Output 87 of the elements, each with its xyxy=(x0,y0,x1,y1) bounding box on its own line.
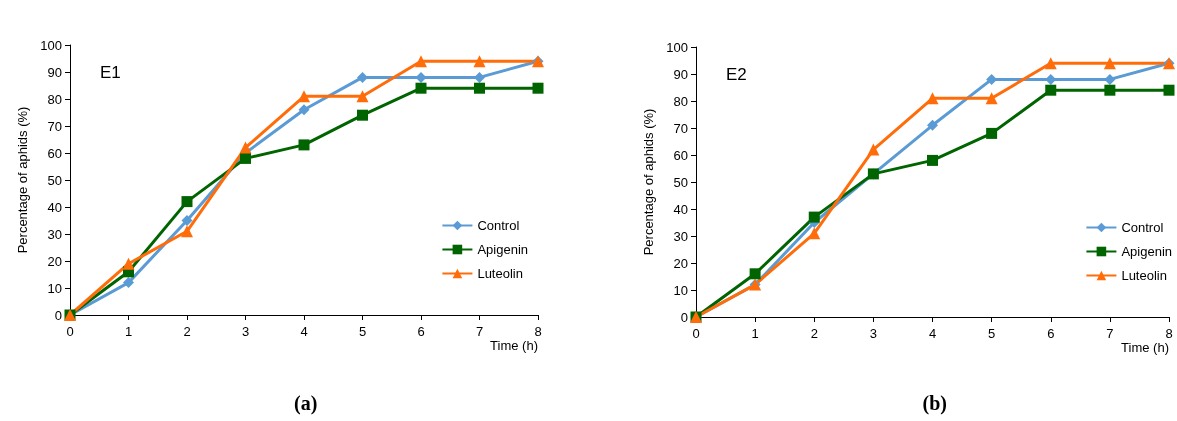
point xyxy=(474,82,485,94)
point xyxy=(122,257,135,270)
point xyxy=(298,104,310,116)
y-tick-label: 30 xyxy=(47,226,62,242)
x-tick-label: 5 xyxy=(988,326,996,341)
y-tick-label: 30 xyxy=(673,228,688,244)
x-axis-title: Time (h) xyxy=(490,338,538,353)
point xyxy=(985,92,998,105)
x-tick-label: 0 xyxy=(66,324,74,339)
y-tick-label: 80 xyxy=(47,91,62,107)
y-tick-label: 100 xyxy=(40,37,62,53)
y-tick-label: 20 xyxy=(673,255,688,271)
x-tick-label: 0 xyxy=(692,326,700,341)
y-tick-label: 0 xyxy=(54,307,62,323)
point xyxy=(181,225,193,238)
x-tick-label: 6 xyxy=(1047,326,1055,341)
y-tick-label: 100 xyxy=(666,39,688,55)
y-tick-label: 60 xyxy=(673,147,688,163)
point xyxy=(239,141,252,154)
point xyxy=(240,152,251,164)
x-tick-label: 6 xyxy=(417,324,425,339)
x-tick-label: 7 xyxy=(475,324,484,339)
point xyxy=(123,277,134,289)
x-tick-label: 8 xyxy=(534,324,542,339)
point xyxy=(1103,57,1116,70)
point xyxy=(1045,84,1057,96)
point xyxy=(808,211,820,223)
point xyxy=(357,71,368,83)
point xyxy=(357,109,368,121)
text: (b) xyxy=(922,392,947,415)
y-tick-label: 20 xyxy=(47,253,62,269)
y-axis-title: Percentage of aphids (%) xyxy=(15,106,31,254)
point xyxy=(926,92,939,105)
point xyxy=(474,71,485,83)
y-tick-label: 0 xyxy=(680,309,688,325)
x-tick-label: 7 xyxy=(1106,326,1114,341)
x-tick-label: 1 xyxy=(751,326,759,341)
x-tick-label: 3 xyxy=(241,324,250,339)
legend-label: Luteolin xyxy=(1121,268,1167,283)
y-tick-label: 10 xyxy=(47,280,62,296)
x-tick-label: 4 xyxy=(928,326,937,341)
y-tick-label: 70 xyxy=(47,118,62,134)
point xyxy=(298,90,310,103)
point xyxy=(298,139,310,151)
y-tick-label: 90 xyxy=(673,66,688,82)
point xyxy=(1163,84,1175,96)
point xyxy=(986,127,998,139)
point xyxy=(181,215,193,226)
text: (a) xyxy=(294,392,318,415)
x-tick-label: 2 xyxy=(810,326,818,341)
y-tick-label: 90 xyxy=(47,64,62,80)
y-tick-label: 10 xyxy=(673,282,688,298)
x-tick-label: 5 xyxy=(358,324,367,339)
point xyxy=(927,154,938,166)
point xyxy=(415,82,427,94)
point xyxy=(181,196,193,208)
point xyxy=(808,227,821,240)
point xyxy=(532,82,544,94)
y-tick-label: 40 xyxy=(47,199,62,215)
x-tick-label: 8 xyxy=(1165,326,1173,341)
y-tick-label: 60 xyxy=(47,145,62,161)
point xyxy=(415,55,427,68)
point xyxy=(356,90,369,103)
point xyxy=(927,119,938,131)
x-tick-label: 3 xyxy=(869,326,877,341)
legend-label: Control xyxy=(1121,220,1164,235)
y-tick-label: 80 xyxy=(673,93,688,109)
point xyxy=(749,268,761,280)
y-tick-label: 50 xyxy=(673,174,688,190)
y-tick-label: 40 xyxy=(673,201,688,217)
point xyxy=(1044,57,1057,70)
y-axis-title: Percentage of aphids (%) xyxy=(641,108,657,256)
y-tick-label: 50 xyxy=(47,172,62,188)
legend-label: Luteolin xyxy=(477,266,523,281)
text: E2 xyxy=(726,65,747,84)
x-axis-title: Time (h) xyxy=(1121,340,1169,355)
point xyxy=(1104,84,1116,96)
legend-label: Apigenin xyxy=(477,242,529,257)
legend-label: Apigenin xyxy=(1121,244,1173,259)
point xyxy=(473,55,486,68)
x-tick-label: 2 xyxy=(183,324,191,339)
y-tick-label: 70 xyxy=(673,120,688,136)
legend-label: Control xyxy=(477,218,520,233)
x-tick-label: 1 xyxy=(124,324,133,339)
point xyxy=(867,143,880,156)
x-tick-label: 4 xyxy=(300,324,308,339)
text: E1 xyxy=(100,63,121,82)
